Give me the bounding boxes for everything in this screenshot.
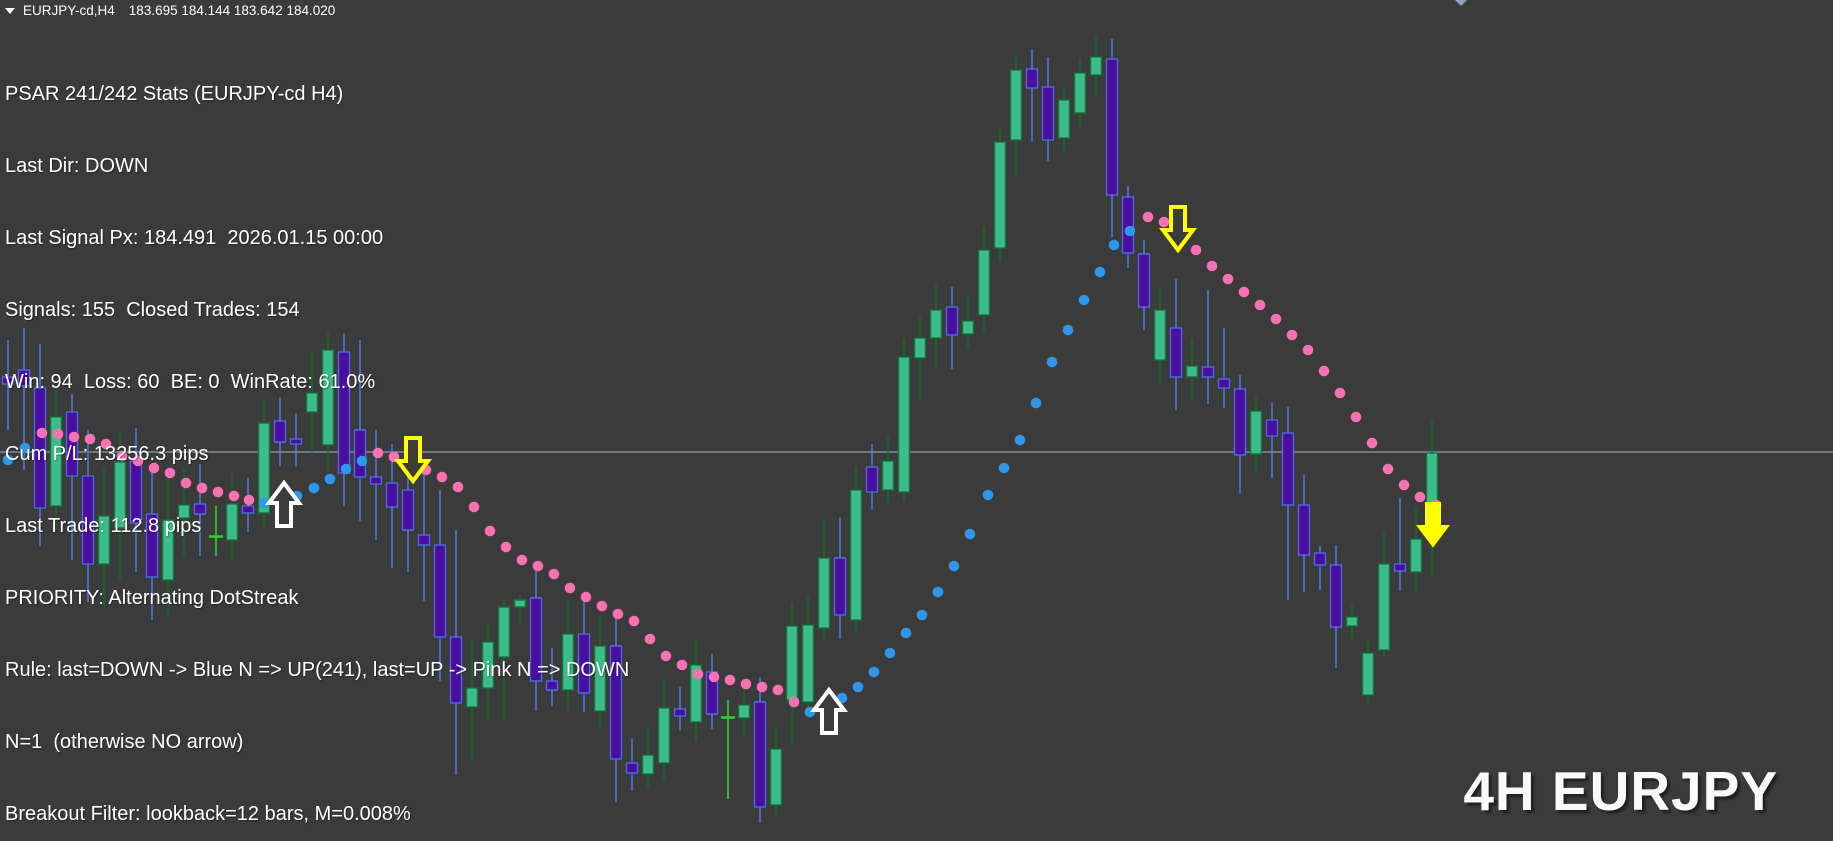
stats-line: N=1 (otherwise NO arrow) — [5, 731, 244, 753]
psar-dots-layer — [2, 211, 1442, 718]
stats-line: Rule: last=DOWN -> Blue N => UP(241), la… — [5, 659, 630, 681]
autoscroll-marker-icon[interactable] — [1452, 0, 1470, 6]
signal-arrow-yellow-down — [394, 436, 432, 485]
candles-layer — [1, 37, 1439, 823]
stats-line: Win: 94 Loss: 60 BE: 0 WinRate: 61.0% — [5, 371, 376, 393]
indicator-collapse-icon[interactable] — [5, 7, 15, 14]
stats-line: PRIORITY: Alternating DotStreak — [5, 587, 299, 609]
stats-line: Last Dir: DOWN — [5, 155, 149, 177]
signal-arrows-layer — [265, 205, 1450, 735]
chart-header: EURJPY-cd,H4 183.695 184.144 183.642 184… — [5, 3, 335, 18]
stats-line: Last Signal Px: 184.491 2026.01.15 00:00 — [5, 227, 384, 249]
stats-line: Cum P/L: 13256.3 pips — [5, 443, 209, 465]
indicator-stats-panel: PSAR 241/242 Stats (EURJPY-cd H4) Last D… — [5, 34, 629, 841]
stats-line: Breakout Filter: lookback=12 bars, M=0.0… — [5, 803, 411, 825]
signal-arrow-white-up — [810, 686, 848, 735]
signal-arrow-white-up — [265, 479, 303, 528]
stats-line: PSAR 241/242 Stats (EURJPY-cd H4) — [5, 83, 344, 105]
symbol-period-label: EURJPY-cd,H4 — [23, 3, 115, 18]
signal-arrow-yellow-down — [1159, 205, 1197, 254]
stats-line: Last Trade: 112.8 pips — [5, 515, 202, 537]
stats-line: Signals: 155 Closed Trades: 154 — [5, 299, 300, 321]
signal-arrow-solid-down — [1416, 502, 1450, 548]
watermark-label: 4H EURJPY — [1463, 760, 1778, 822]
ohlc-quote-values: 183.695 184.144 183.642 184.020 — [128, 3, 336, 18]
